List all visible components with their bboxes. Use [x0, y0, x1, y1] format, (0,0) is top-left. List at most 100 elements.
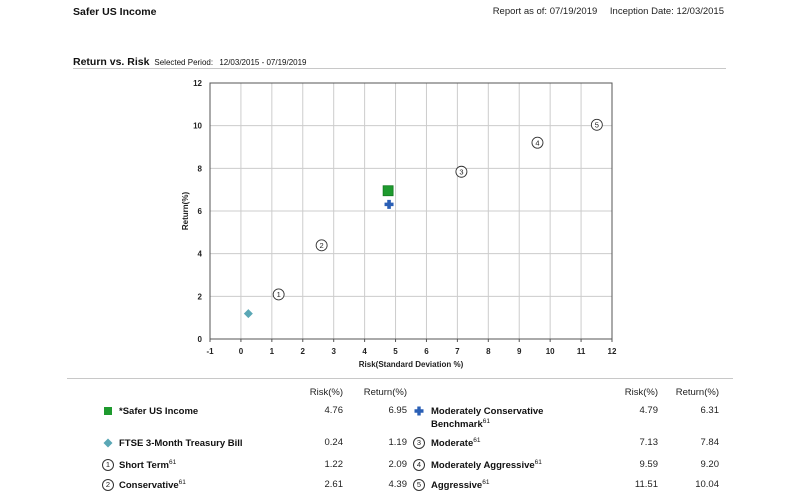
numbered-circle-icon: 5 [412, 478, 426, 492]
portfolio-point-5 [590, 118, 603, 131]
portfolio-point-label: 3 [459, 167, 463, 176]
portfolio-point-label: 5 [595, 121, 599, 130]
x-tick-label: 3 [331, 347, 336, 356]
legend-label-text: Short Term [119, 460, 169, 471]
x-tick-label: 2 [301, 347, 306, 356]
legend-risk-value: 4.79 [639, 405, 659, 416]
x-tick-label: -1 [206, 347, 214, 356]
portfolio-point-label: 2 [320, 241, 324, 250]
y-tick-label: 2 [198, 292, 203, 301]
legend-col-risk-left: Risk(%) [309, 387, 343, 398]
portfolio-point-1 [272, 288, 285, 301]
section-title: Return vs. Risk [73, 56, 150, 68]
legend-item-label: Moderate61 [431, 437, 480, 450]
legend-col-return-right: Return(%) [675, 387, 719, 398]
y-tick-label: 8 [198, 164, 203, 173]
y-tick-label: 4 [198, 250, 203, 259]
cross-marker-icon [412, 404, 426, 418]
x-tick-label: 11 [577, 347, 586, 356]
fund-point [382, 185, 394, 197]
portfolio-point-label: 1 [277, 290, 281, 299]
legend-item-label: Moderately Conservative Benchmark61 [431, 405, 543, 431]
legend-col-return-left: Return(%) [363, 387, 407, 398]
inception-date: Inception Date: 12/03/2015 [609, 6, 724, 17]
report-title: Safer US Income [73, 6, 157, 18]
legend-risk-value: 0.24 [324, 437, 344, 448]
report-meta: Report as of: 07/19/2019 Inception Date:… [493, 6, 724, 17]
footnote-ref: 61 [482, 417, 490, 425]
y-tick-label: 10 [193, 122, 202, 131]
numbered-circle-icon: 4 [412, 458, 426, 472]
legend-return-value: 2.09 [388, 459, 408, 470]
x-tick-label: 9 [517, 347, 522, 356]
legend-risk-value: 1.22 [324, 459, 344, 470]
circle-number: 2 [102, 479, 114, 491]
report-as-of: Report as of: 07/19/2019 [492, 6, 598, 17]
legend-risk-value: 7.13 [639, 437, 659, 448]
y-axis-label: Return(%) [181, 192, 190, 231]
legend-risk-value: 2.61 [324, 479, 344, 490]
benchmark-point [384, 199, 394, 209]
legend-return-value: 6.95 [388, 405, 408, 416]
numbered-circle-icon: 2 [101, 478, 115, 492]
circle-number: 1 [102, 459, 114, 471]
legend-label-text: FTSE 3-Month Treasury Bill [119, 438, 243, 449]
x-tick-label: 10 [546, 347, 555, 356]
legend-col-risk-right: Risk(%) [624, 387, 658, 398]
legend-label-text-line2: Benchmark [431, 419, 483, 430]
legend-item-label: FTSE 3-Month Treasury Bill [119, 437, 243, 450]
x-tick-label: 8 [486, 347, 491, 356]
legend-risk-value: 11.51 [634, 479, 658, 490]
square-marker-icon [101, 404, 115, 418]
portfolio-point-4 [531, 136, 544, 149]
diamond-marker-icon [101, 436, 115, 450]
numbered-circle-icon: 1 [101, 458, 115, 472]
footnote-ref: 61 [534, 458, 542, 466]
selected-period-value: 12/03/2015 - 07/19/2019 [219, 58, 307, 67]
legend-return-value: 9.20 [700, 459, 720, 470]
legend-label-text: Aggressive [431, 480, 483, 491]
risk-return-chart: -1 0 1 2 3 4 5 6 7 8 9 10 11 12024681012Risk(Standard… [181, 79, 617, 369]
footnote-ref: 61 [473, 436, 481, 444]
numbered-circle-icon: 3 [412, 436, 426, 450]
footnote-ref: 61 [168, 458, 177, 466]
y-tick-label: 12 [193, 79, 202, 88]
y-tick-label: 6 [198, 207, 203, 216]
portfolio-point-3 [455, 165, 468, 178]
legend-risk-value: 4.76 [324, 405, 344, 416]
circle-number: 3 [413, 437, 425, 449]
legend-divider [67, 378, 733, 379]
legend-return-value: 4.39 [388, 479, 408, 490]
legend-item-label: Aggressive61 [431, 479, 489, 492]
legend-return-value: 1.19 [388, 437, 408, 448]
x-axis-label: Risk(Standard Deviation %) [359, 360, 464, 369]
legend-item-label: Conservative61 [119, 479, 186, 492]
selected-period-label: Selected Period: [154, 58, 214, 67]
legend-item-label: Moderately Aggressive61 [431, 459, 542, 472]
circle-number: 4 [413, 459, 425, 471]
legend-risk-value: 9.59 [639, 459, 659, 470]
x-tick-label: 6 [424, 347, 429, 356]
portfolio-point-label: 4 [535, 138, 539, 147]
legend-item-label: *Safer US Income [119, 405, 198, 418]
legend-label-text: Moderate [431, 438, 474, 449]
legend-label-text: Moderately Conservative [431, 406, 544, 417]
legend-return-value: 7.84 [700, 437, 720, 448]
legend-label-text: *Safer US Income [119, 406, 199, 417]
footnote-ref: 61 [482, 478, 490, 486]
x-tick-label: 12 [608, 347, 617, 356]
legend-label-text: Moderately Aggressive [431, 460, 535, 471]
x-tick-label: 1 [270, 347, 275, 356]
circle-number: 5 [413, 479, 425, 491]
x-tick-label: 7 [455, 347, 460, 356]
section-header: Return vs. Risk Selected Period: 12/03/2… [73, 56, 307, 68]
y-tick-label: 0 [198, 335, 203, 344]
legend-return-value: 6.31 [700, 405, 720, 416]
section-divider [73, 68, 726, 69]
portfolio-point-2 [315, 239, 328, 252]
x-tick-label: 4 [362, 347, 367, 356]
x-tick-label: 0 [239, 347, 244, 356]
plot-frame [209, 82, 613, 340]
legend-item-label: Short Term61 [119, 459, 176, 472]
tbill-point [243, 309, 253, 319]
